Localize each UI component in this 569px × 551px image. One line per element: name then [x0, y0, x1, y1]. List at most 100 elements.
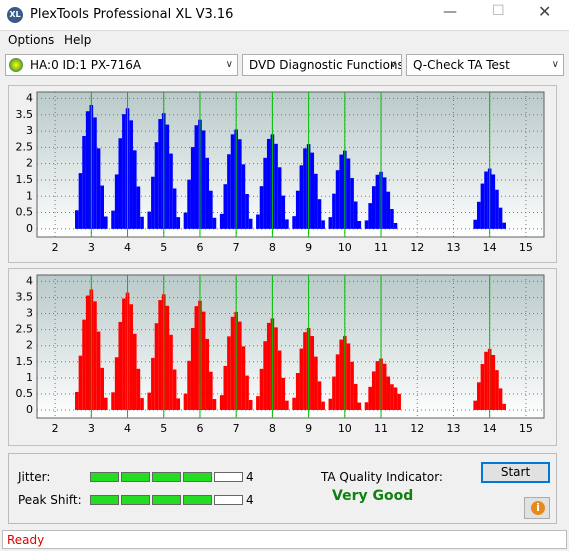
bar [241, 164, 246, 229]
minimize-button[interactable]: — [443, 4, 457, 20]
jitter-meter [90, 472, 243, 482]
bar [299, 348, 304, 410]
bar [237, 321, 242, 410]
bar [227, 154, 231, 229]
bar [183, 212, 188, 229]
bar [321, 401, 325, 410]
meter-segment [90, 495, 119, 505]
peak-shift-meter [90, 495, 243, 505]
bar [371, 371, 376, 410]
bar [390, 208, 394, 229]
bar [100, 185, 104, 229]
y-tick-label: 3 [26, 124, 33, 137]
bar [299, 165, 304, 229]
bar [140, 398, 144, 410]
bar [187, 179, 191, 229]
y-tick-label: 4 [26, 92, 33, 105]
x-tick-label: 14 [483, 241, 497, 254]
bar [259, 186, 264, 229]
bar [346, 158, 351, 229]
bar [303, 332, 307, 410]
bar [147, 392, 152, 410]
peak-shift-value: 4 [246, 493, 254, 507]
bar [368, 386, 372, 410]
bar [281, 195, 286, 229]
bar [310, 336, 315, 410]
x-tick-label: 7 [233, 422, 240, 435]
menu-item[interactable]: Help [64, 33, 92, 47]
bar [484, 351, 488, 410]
bar [473, 219, 478, 229]
close-button[interactable]: ✕ [538, 2, 552, 21]
bar [484, 171, 488, 229]
bar [491, 355, 496, 410]
test-select[interactable]: Q-Check TA Test ∨ [406, 54, 564, 76]
bar [357, 221, 362, 229]
drive-select[interactable]: HA:0 ID:1 PX-716A ∨ [5, 54, 238, 76]
bar [82, 319, 86, 410]
jitter-label: Jitter: [18, 470, 51, 484]
y-tick-label: 0 [26, 222, 33, 235]
y-tick-label: 3 [26, 307, 33, 320]
status-bar: Ready [2, 530, 567, 549]
ta-quality-value: Very Good [332, 488, 414, 504]
bar [165, 305, 170, 410]
bar [277, 167, 282, 229]
bar [176, 217, 181, 229]
bar [103, 397, 108, 410]
bar [169, 153, 173, 229]
bar [172, 369, 177, 410]
x-tick-label: 6 [196, 241, 203, 254]
meter-segment [183, 495, 212, 505]
y-tick-label: 2 [26, 157, 33, 170]
bar [393, 222, 398, 229]
info-button[interactable]: i [524, 497, 550, 519]
start-button[interactable]: Start [481, 462, 550, 483]
title-bar: XL PlexTools Professional XL V3.16 — ☐ ✕ [0, 0, 569, 31]
bar [82, 135, 86, 229]
bar [165, 124, 170, 229]
bar [187, 360, 191, 410]
bar [502, 403, 506, 410]
bar [147, 211, 152, 229]
bar [364, 220, 369, 229]
bar [219, 213, 224, 229]
bar [350, 178, 354, 229]
x-tick-label: 12 [410, 422, 424, 435]
bar [103, 216, 108, 229]
bar [248, 400, 253, 410]
y-tick-label: 2.5 [16, 140, 34, 153]
y-tick-label: 4 [26, 274, 33, 287]
bar [480, 183, 485, 229]
x-tick-label: 4 [124, 241, 131, 254]
bar [230, 134, 235, 229]
bar [75, 391, 79, 410]
bar [332, 376, 336, 410]
x-tick-label: 3 [88, 241, 95, 254]
ta-quality-label: TA Quality Indicator: [321, 470, 443, 484]
meter-segment [214, 495, 243, 505]
bar [332, 193, 336, 229]
bar [190, 147, 195, 229]
bar [498, 207, 503, 229]
x-tick-label: 2 [52, 241, 59, 254]
function-select[interactable]: DVD Diagnostic Functions ∨ [242, 54, 402, 76]
drive-icon [9, 58, 23, 72]
bar [132, 333, 137, 410]
y-tick-label: 3.5 [16, 290, 34, 303]
bar [154, 142, 159, 229]
meter-segment [90, 472, 119, 482]
menu-item[interactable]: Options [8, 33, 55, 47]
bar [498, 388, 503, 410]
bar [245, 375, 249, 410]
x-tick-label: 5 [160, 422, 167, 435]
bar [477, 382, 481, 410]
y-tick-label: 2.5 [16, 323, 34, 336]
maximize-button[interactable]: ☐ [492, 3, 505, 19]
bar [390, 384, 394, 410]
bar [285, 400, 289, 410]
bar [230, 316, 235, 410]
bar [241, 346, 246, 410]
y-tick-label: 0.5 [16, 206, 34, 219]
